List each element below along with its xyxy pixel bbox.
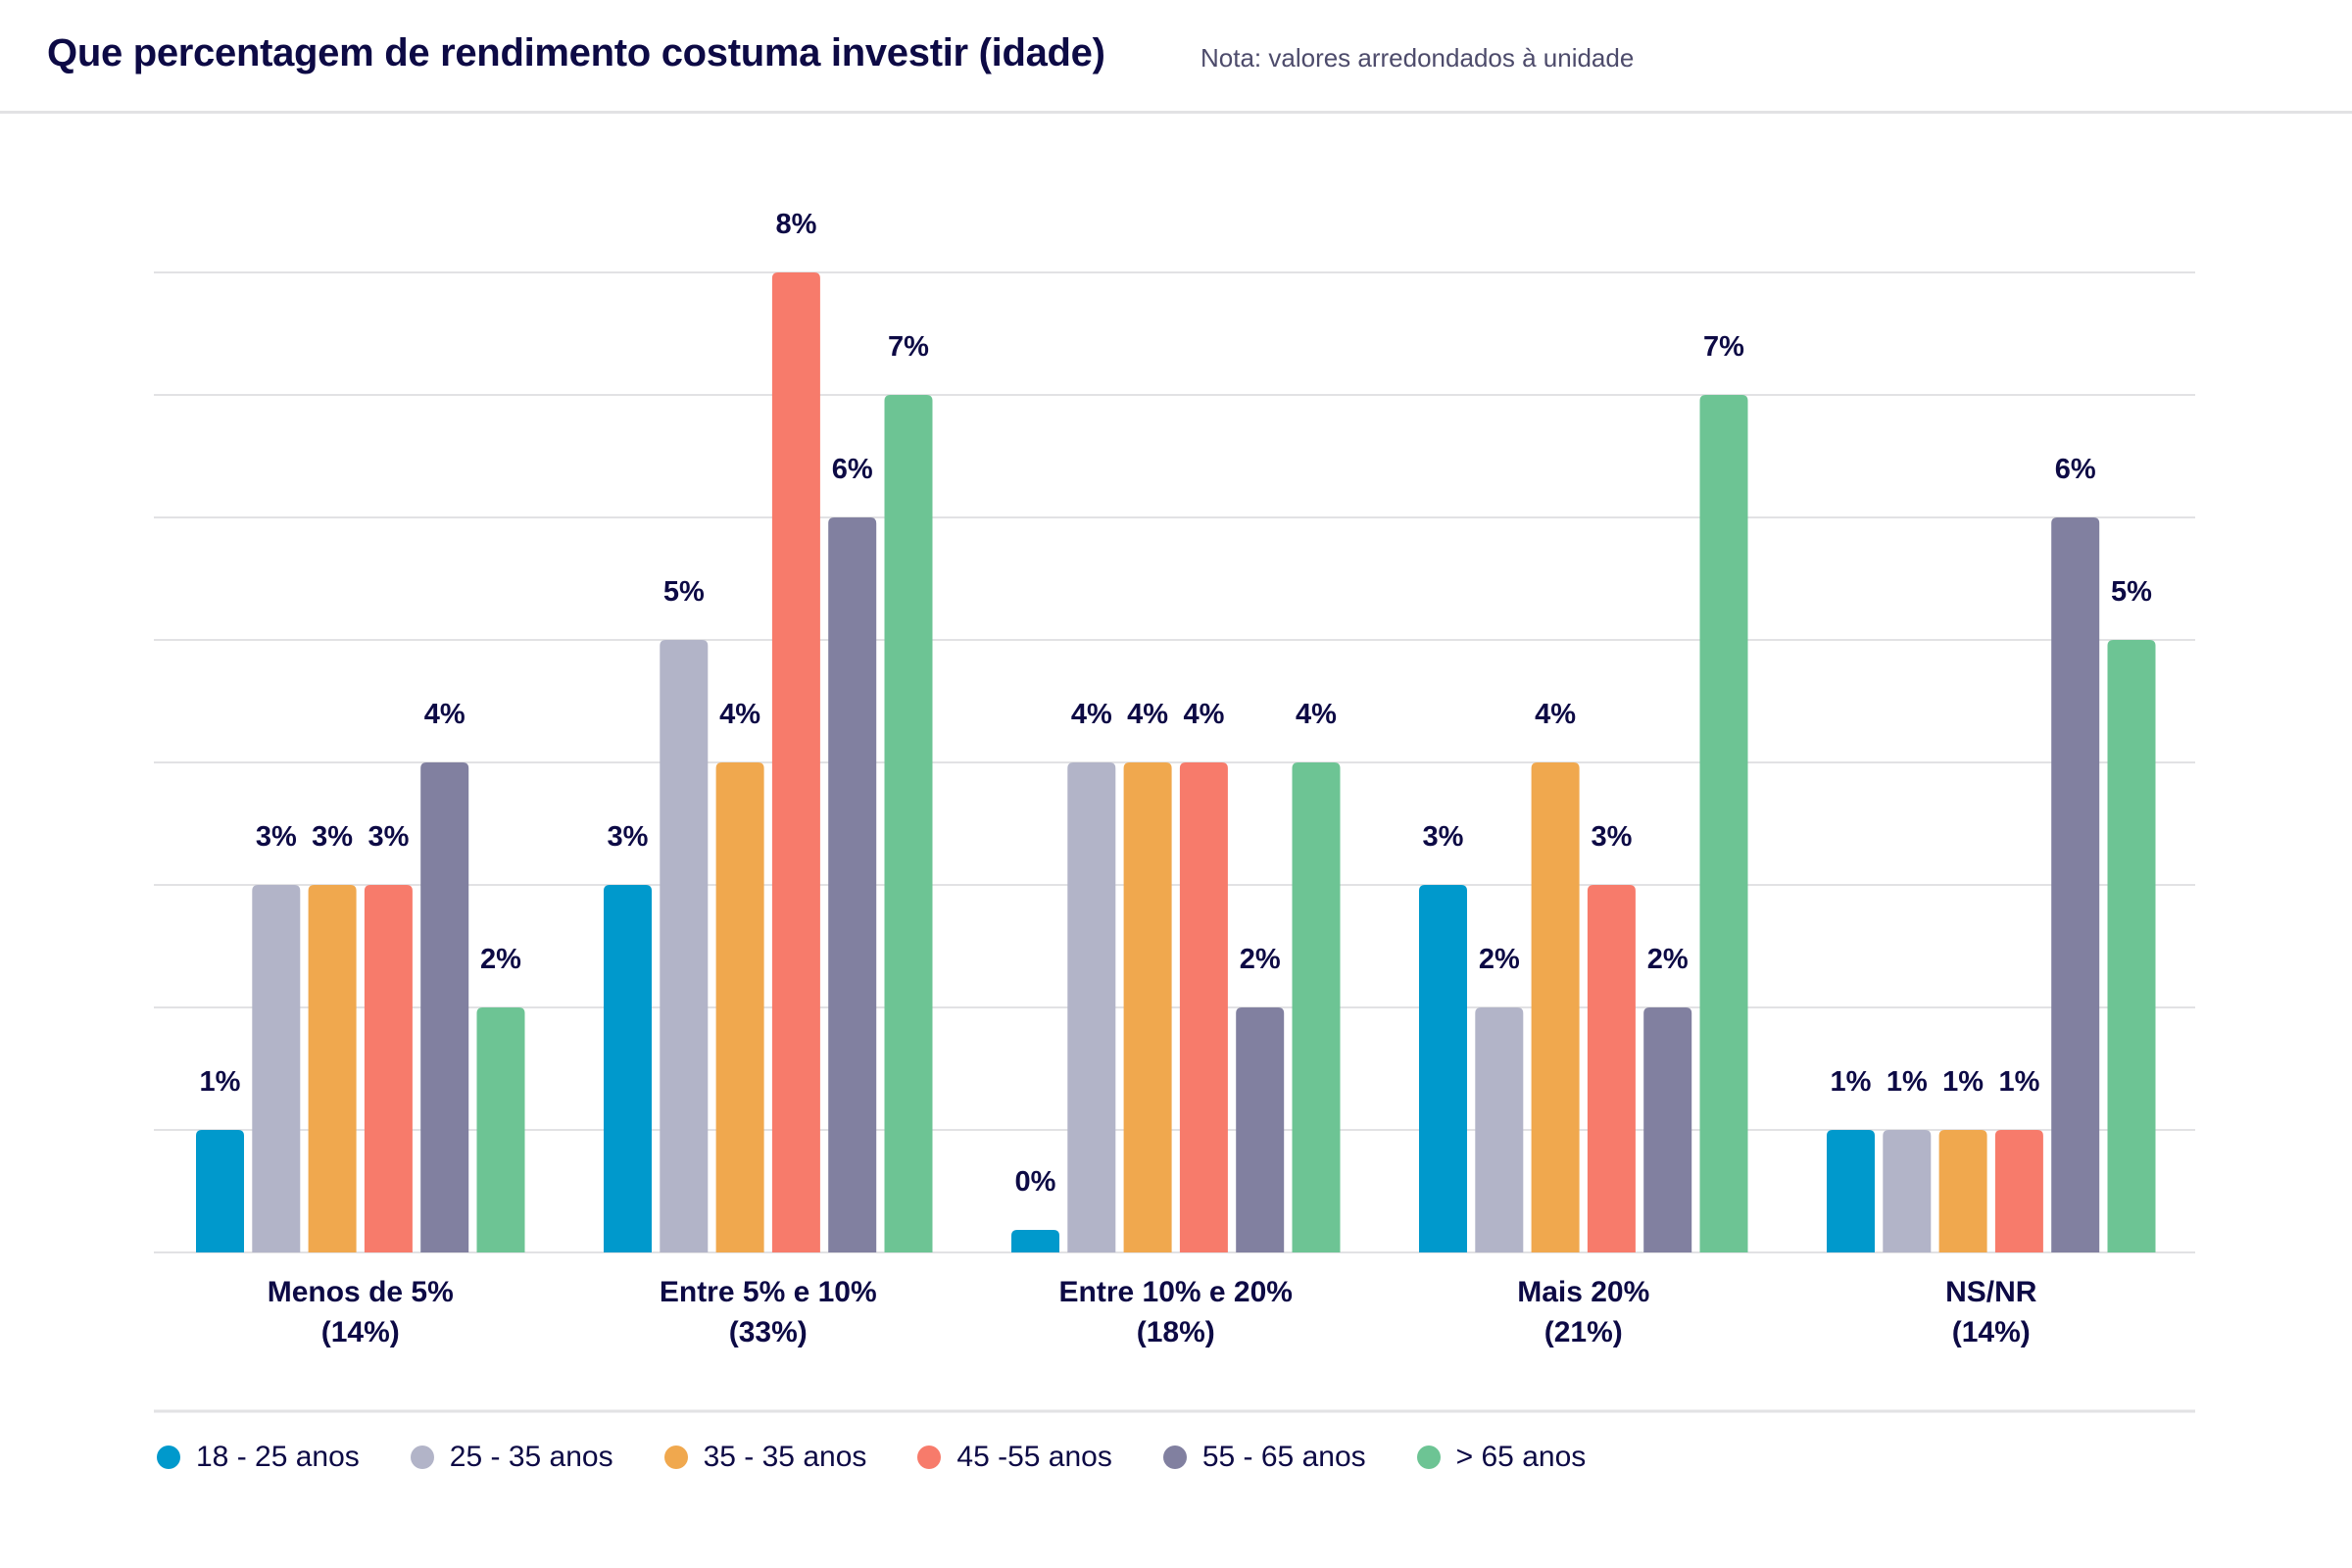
- bar: [828, 517, 877, 1252]
- bar-value-label: 1%: [1886, 1066, 1928, 1098]
- bar-value-label: 1%: [200, 1066, 241, 1098]
- bar: [1699, 395, 1748, 1252]
- legend: 18 - 25 anos 25 - 35 anos 35 - 35 anos 45 -…: [157, 1441, 1637, 1474]
- bar-value-label: 6%: [2055, 454, 2096, 485]
- chart-header: Que percentagem de rendimento costuma in…: [0, 0, 2352, 114]
- legend-dot-icon: [1162, 1446, 1187, 1469]
- bar-value-label: 6%: [832, 454, 873, 485]
- bar: [771, 272, 820, 1252]
- category-label: NS/NR: [1945, 1276, 2037, 1308]
- bar-value-label: 3%: [1423, 821, 1464, 853]
- bar: [660, 640, 709, 1252]
- category-label: Menos de 5%: [268, 1276, 454, 1308]
- bar-value-label: 4%: [424, 699, 466, 730]
- bar-value-label: 4%: [1296, 699, 1337, 730]
- bar: [604, 885, 652, 1252]
- bar: [1994, 1130, 2043, 1252]
- bar: [1643, 1007, 1692, 1252]
- bar-value-label: 7%: [1703, 331, 1744, 363]
- bar: [1531, 762, 1580, 1252]
- legend-label: 18 - 25 anos: [196, 1441, 360, 1473]
- legend-label: 45 -55 anos: [956, 1441, 1112, 1473]
- legend-item[interactable]: 35 - 35 anos: [663, 1441, 867, 1474]
- bar-value-label: 4%: [1535, 699, 1576, 730]
- chart-note: Nota: valores arredondados à unidade: [1200, 43, 1635, 73]
- bar-value-label: 8%: [775, 209, 816, 240]
- bar-value-label: 3%: [256, 821, 297, 853]
- bar-value-label: 1%: [1998, 1066, 2039, 1098]
- bar: [1236, 1007, 1285, 1252]
- legend-dot-icon: [1416, 1446, 1441, 1469]
- legend-dot-icon: [917, 1446, 942, 1469]
- bar: [2107, 640, 2156, 1252]
- bar: [1883, 1130, 1932, 1252]
- bar: [2051, 517, 2100, 1252]
- legend-label: 25 - 35 anos: [449, 1441, 613, 1473]
- legend-dot-icon: [157, 1446, 180, 1469]
- legend-dot-icon: [410, 1446, 434, 1469]
- category-label: Mais 20%: [1517, 1276, 1649, 1308]
- bar: [476, 1007, 525, 1252]
- category-sublabel: (33%): [729, 1316, 808, 1348]
- legend-item[interactable]: 45 -55 anos: [917, 1441, 1112, 1474]
- bar: [715, 762, 764, 1252]
- bar: [252, 885, 301, 1252]
- bar-value-label: 4%: [719, 699, 760, 730]
- bar-value-label: 3%: [368, 821, 409, 853]
- legend-item[interactable]: > 65 anos: [1416, 1441, 1587, 1474]
- legend-dot-icon: [663, 1446, 688, 1469]
- bar-value-label: 1%: [1831, 1066, 1872, 1098]
- category-sublabel: (14%): [1952, 1316, 2031, 1348]
- bar: [1123, 762, 1172, 1252]
- legend-item[interactable]: 18 - 25 anos: [157, 1441, 360, 1474]
- bar: [1419, 885, 1467, 1252]
- bar: [1292, 762, 1341, 1252]
- bar-value-label: 4%: [1127, 699, 1168, 730]
- bar: [884, 395, 933, 1252]
- category-label: Entre 5% e 10%: [660, 1276, 877, 1308]
- bar: [1587, 885, 1636, 1252]
- bar: [1475, 1007, 1524, 1252]
- bar: [1938, 1130, 1987, 1252]
- category-labels: Menos de 5% (14%) Entre 5% e 10% (33%) Entre…: [268, 1276, 2037, 1348]
- chart-title: Que percentagem de rendimento costuma in…: [47, 31, 1105, 74]
- bar: [420, 762, 469, 1252]
- bars: [196, 272, 2156, 1252]
- bar: [308, 885, 357, 1252]
- bar-value-label: 4%: [1071, 699, 1112, 730]
- bar: [1179, 762, 1228, 1252]
- bar: [364, 885, 413, 1252]
- bar-value-label: 2%: [1647, 944, 1689, 975]
- bar: [1067, 762, 1116, 1252]
- category-sublabel: (18%): [1137, 1316, 1215, 1348]
- bar-value-label: 3%: [312, 821, 353, 853]
- bar: [196, 1130, 244, 1252]
- category-sublabel: (14%): [321, 1316, 400, 1348]
- legend-label: 35 - 35 anos: [703, 1441, 867, 1473]
- bar: [1011, 1230, 1059, 1252]
- bar: [1827, 1130, 1875, 1252]
- bar-value-label: 1%: [1942, 1066, 1984, 1098]
- bar-labels: 1% 3% 3% 3% 4% 2% 3% 5% 4% 8% 6% 7% 0% 4% 4% 4% 2% 4% 3% 2%…: [200, 209, 2153, 1198]
- bar-value-label: 2%: [1240, 944, 1281, 975]
- bar-value-label: 3%: [1591, 821, 1632, 853]
- bar-value-label: 4%: [1183, 699, 1224, 730]
- bar-value-label: 5%: [2111, 576, 2152, 608]
- category-sublabel: (21%): [1544, 1316, 1623, 1348]
- bar-value-label: 0%: [1015, 1166, 1056, 1198]
- bar-value-label: 5%: [663, 576, 705, 608]
- bar-value-label: 2%: [1479, 944, 1520, 975]
- category-label: Entre 10% e 20%: [1059, 1276, 1293, 1308]
- bar-value-label: 3%: [608, 821, 649, 853]
- legend-label: 55 - 65 anos: [1201, 1441, 1366, 1473]
- bar-value-label: 7%: [888, 331, 929, 363]
- legend-item[interactable]: 25 - 35 anos: [410, 1441, 613, 1474]
- legend-item[interactable]: 55 - 65 anos: [1162, 1441, 1366, 1474]
- bar-value-label: 2%: [480, 944, 521, 975]
- legend-label: > 65 anos: [1455, 1441, 1587, 1473]
